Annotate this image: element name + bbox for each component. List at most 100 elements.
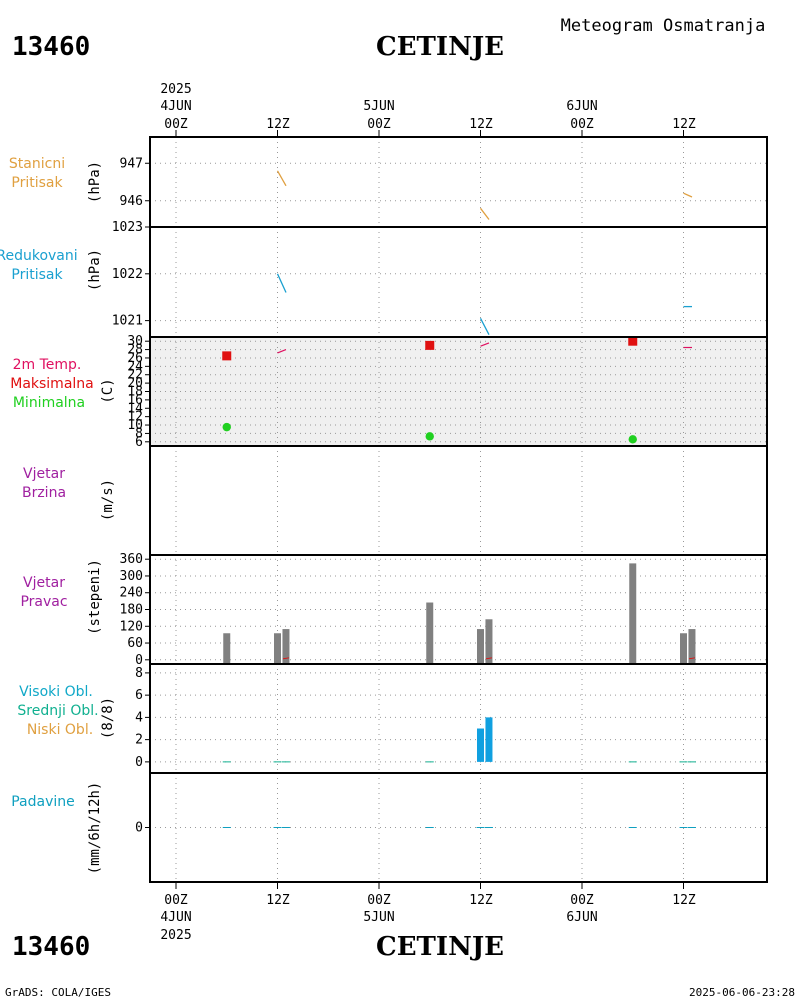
label-pravac-0: Vjetar (23, 575, 65, 591)
bottom-hour-label-2: 00Z (367, 893, 391, 908)
bottom-hour-label-4: 00Z (570, 893, 594, 908)
top-hour-label-4: 00Z (570, 117, 594, 132)
tmax-point-0 (222, 351, 232, 361)
speed-tick-1 (485, 657, 493, 660)
direction-bar-8 (688, 629, 696, 664)
series-stanicni-1 (479, 207, 490, 220)
label-stanicni-0: Stanicni (9, 156, 65, 172)
ytick-label-stanicni-1: 947 (120, 156, 143, 171)
label-temp-2: Minimalna (13, 395, 85, 411)
ytick-label-pravac-0: 0 (135, 653, 143, 668)
series-stanicni-0 (276, 170, 287, 187)
bottom-hour-label-0: 00Z (164, 893, 188, 908)
ytick-label-pravac-3: 180 (120, 603, 143, 618)
ytick-label-temperatura-0: 6 (135, 435, 143, 450)
label-brzina-0: Vjetar (23, 466, 65, 482)
top-year-label: 2025 (160, 82, 191, 97)
ytick-label-temperatura-12: 30 (127, 334, 143, 349)
cloud-bar-1 (485, 717, 493, 762)
ytick-label-temperatura-11: 28 (127, 343, 143, 358)
label-obl-0: Visoki Obl. (19, 684, 93, 700)
ytick-label-temperatura-10: 26 (127, 351, 143, 366)
panel-labels: Stanicni Pritisak Redukovani Pritisak 2m… (0, 156, 99, 810)
unit-brzina: (m/s) (100, 479, 116, 521)
top-day-label-2: 6JUN (566, 99, 597, 114)
ytick-label-temperatura-2: 10 (127, 418, 143, 433)
direction-bar-5 (485, 619, 493, 664)
footer-credit: GrADS: COLA/IGES (5, 986, 111, 999)
ytick-label-temperatura-7: 20 (127, 376, 143, 391)
frame-stanicni (149, 136, 768, 228)
station-name-bottom: CETINJE (376, 932, 504, 962)
top-hour-label-2: 00Z (367, 117, 391, 132)
series-stanicni-2 (683, 192, 693, 198)
unit-pravac: (stepeni) (87, 559, 103, 635)
footer-timestamp: 2025-06-06-23:28 (689, 986, 795, 999)
temp-line-0 (277, 349, 287, 354)
cloud-bar-0 (477, 728, 484, 762)
frame-oblacnost (149, 663, 768, 774)
unit-redukovani: (hPa) (87, 249, 103, 291)
ytick-label-padavine-0: 0 (135, 821, 143, 836)
ytick-label-redukovani-2: 1023 (112, 220, 143, 235)
top-day-label-0: 4JUN (160, 99, 191, 114)
plot-area: 9469471021102210236810121416182022242628… (112, 130, 768, 889)
direction-bar-6 (629, 563, 637, 664)
series-redukovani-1 (479, 318, 490, 335)
frame-padavine (149, 772, 768, 883)
unit-labels: (hPa) (hPa) (C) (m/s) (stepeni) (8/8) (m… (87, 161, 116, 874)
direction-bar-7 (680, 633, 687, 664)
direction-bar-0 (223, 633, 231, 664)
bottom-year-label: 2025 (160, 928, 191, 943)
station-id-bottom: 13460 (12, 932, 90, 962)
ytick-label-stanicni-0: 946 (120, 194, 143, 209)
label-pravac-1: Pravac (20, 594, 67, 610)
ytick-label-oblacnost-4: 8 (135, 666, 143, 681)
unit-padavine: (mm/6h/12h) (87, 782, 103, 875)
top-hour-label-1: 12Z (266, 117, 290, 132)
direction-bar-1 (274, 633, 281, 664)
ytick-label-temperatura-6: 18 (127, 385, 143, 400)
ytick-label-oblacnost-2: 4 (135, 710, 143, 725)
tmin-point-1 (425, 432, 434, 441)
label-obl-1: Srednji Obl. (17, 703, 98, 719)
label-obl-2: Niski Obl. (27, 722, 93, 738)
top-hour-label-5: 12Z (672, 117, 696, 132)
label-stanicni-1: Pritisak (11, 175, 63, 191)
ytick-label-oblacnost-3: 6 (135, 688, 143, 703)
ytick-label-redukovani-1: 1022 (112, 267, 143, 282)
bottom-day-label-0: 4JUN (160, 910, 191, 925)
bottom-day-label-1: 5JUN (363, 910, 394, 925)
speed-tick-0 (282, 657, 290, 660)
unit-temp: (C) (100, 378, 116, 403)
direction-bar-3 (426, 602, 434, 664)
frame-brzina (149, 445, 768, 556)
ytick-label-pravac-5: 300 (120, 569, 143, 584)
ytick-label-pravac-4: 240 (120, 586, 143, 601)
frame-redukovani (149, 226, 768, 338)
ytick-label-temperatura-9: 24 (127, 359, 143, 374)
bottom-hour-label-1: 12Z (266, 893, 290, 908)
ytick-label-temperatura-4: 14 (127, 401, 143, 416)
ytick-label-pravac-6: 360 (120, 552, 143, 567)
temp-line-1 (480, 342, 490, 347)
frame-pravac (149, 554, 768, 665)
label-temp-0: 2m Temp. (13, 357, 82, 373)
bottom-hour-label-5: 12Z (672, 893, 696, 908)
tmin-point-0 (222, 422, 231, 432)
tmax-point-2 (628, 336, 638, 346)
top-hour-label-3: 12Z (469, 117, 493, 132)
ytick-label-temperatura-1: 8 (135, 426, 143, 441)
series-redukovani-0 (276, 273, 287, 293)
ytick-label-redukovani-0: 1021 (112, 314, 143, 329)
ytick-label-pravac-2: 120 (120, 619, 143, 634)
top-hour-label-0: 00Z (164, 117, 188, 132)
panel-stanicni: 946 947 (120, 136, 768, 228)
station-name-top: CETINJE (376, 32, 504, 62)
temp-panel-bg (150, 337, 767, 446)
panel-brzina (149, 445, 768, 556)
bottom-day-label-2: 6JUN (566, 910, 597, 925)
